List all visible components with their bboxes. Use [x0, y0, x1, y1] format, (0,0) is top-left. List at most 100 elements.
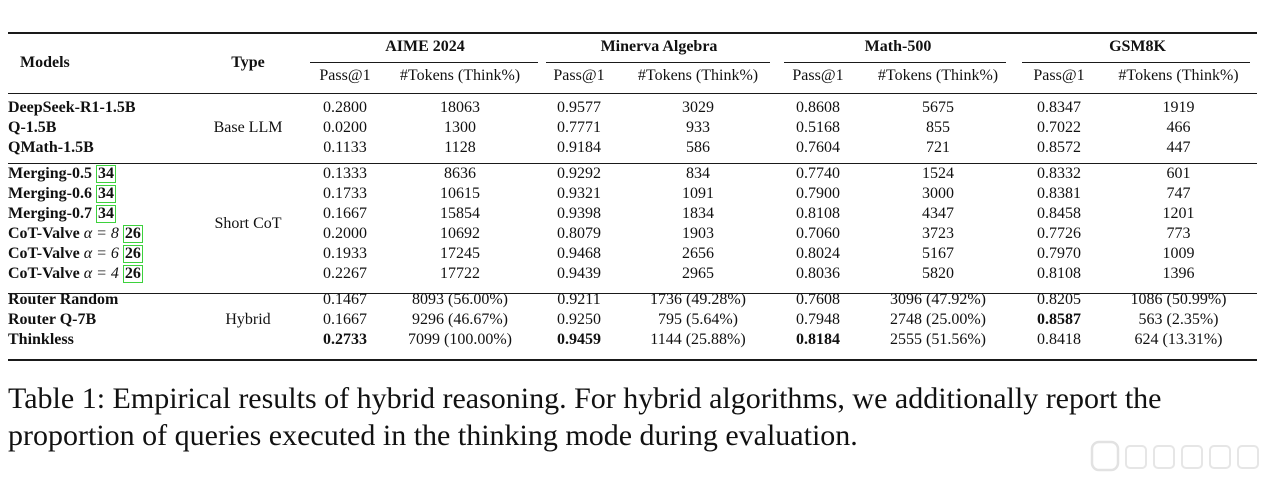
tokens-value: 721 — [926, 139, 950, 156]
tokens-value: 1009 — [1162, 245, 1195, 262]
pass-at-1-value: 0.7060 — [796, 225, 840, 242]
alpha-param: α = 8 — [83, 225, 119, 242]
tokens-value: 8636 — [444, 165, 476, 182]
model-name: QMath-1.5B — [8, 138, 186, 158]
table-row: CoT-Valve α = 6 26 0.1933 17245 0.9468 2656 0… — [8, 244, 1257, 264]
table-row: Router Q-7B 0.1667 9296 (46.67%) 0.9250 795 … — [8, 310, 1257, 330]
citation-link[interactable]: 26 — [122, 245, 143, 263]
subheader-pass: Pass@1 — [553, 67, 605, 84]
tokens-value: 2965 — [682, 265, 714, 282]
tokens-value: 1300 — [444, 119, 476, 136]
tokens-value: 5820 — [922, 265, 954, 282]
model-name: Router Random — [8, 290, 186, 310]
tokens-value: 601 — [1166, 165, 1191, 182]
tokens-value: 8093 (56.00%) — [412, 291, 508, 308]
table-row: QMath-1.5B 0.1133 1128 0.9184 586 0.7604 721 0.… — [8, 138, 1257, 158]
model-name: Merging-0.7 34 — [8, 204, 186, 224]
tokens-value: 1144 (25.88%) — [650, 331, 746, 348]
pass-at-1-value: 0.1333 — [323, 165, 367, 182]
tokens-value: 3723 — [922, 225, 954, 242]
tokens-value: 1396 — [1162, 265, 1195, 282]
pass-at-1-value: 0.2267 — [323, 265, 367, 282]
col-header-models: Models — [20, 54, 70, 71]
citation-link[interactable]: 34 — [95, 165, 116, 183]
tokens-value: 1128 — [444, 139, 476, 156]
pass-at-1-value: 0.8332 — [1037, 165, 1081, 182]
citation-link[interactable]: 34 — [95, 205, 116, 223]
pass-at-1-value: 0.8184 — [796, 331, 840, 348]
model-name: Thinkless — [8, 330, 186, 350]
tokens-value: 1091 — [682, 185, 714, 202]
model-type: Hybrid — [225, 311, 271, 328]
header-cmidrule-aime — [310, 62, 538, 63]
pass-at-1-value: 0.9459 — [557, 331, 601, 348]
table-row: Router Random Hybrid 0.1467 8093 (56.00%) 0.… — [8, 290, 1257, 328]
tokens-value: 834 — [686, 165, 710, 182]
tokens-value: 1201 — [1162, 205, 1195, 222]
tokens-value: 1903 — [682, 225, 714, 242]
table-row: CoT-Valve α = 8 26 0.2000 10692 0.8079 1903 0… — [8, 224, 1257, 244]
model-label: Q-1.5B — [8, 119, 57, 136]
tokens-value: 466 — [1166, 119, 1191, 136]
pass-at-1-value: 0.1133 — [323, 139, 367, 156]
model-label: QMath-1.5B — [8, 139, 94, 156]
table-row: Merging-0.6 34 0.1733 10615 0.9321 1091 0.790… — [8, 184, 1257, 204]
table-bottom-rule — [8, 359, 1257, 361]
tokens-value: 3000 — [922, 185, 954, 202]
pass-at-1-value: 0.8418 — [1037, 331, 1081, 348]
pass-at-1-value: 0.8108 — [1037, 265, 1081, 282]
pass-at-1-value: 0.7970 — [1037, 245, 1081, 262]
pass-at-1-value: 0.8572 — [1037, 139, 1081, 156]
citation-link[interactable]: 26 — [122, 265, 143, 283]
subheader-pass: Pass@1 — [319, 67, 371, 84]
benchmark-header: Math-500 — [864, 38, 932, 55]
pass-at-1-value: 0.0200 — [323, 119, 367, 136]
pass-at-1-value: 0.8381 — [1037, 185, 1081, 202]
tokens-value: 624 (13.31%) — [1134, 331, 1223, 348]
model-label: CoT-Valve — [8, 245, 80, 262]
pass-at-1-value: 0.8108 — [796, 205, 840, 222]
subheader-tokens: #Tokens (Think%) — [1118, 67, 1239, 84]
tokens-value: 773 — [1166, 225, 1191, 242]
pass-at-1-value: 0.8458 — [1037, 205, 1081, 222]
citation-link[interactable]: 34 — [95, 185, 116, 203]
tokens-value: 2555 (51.56%) — [890, 331, 986, 348]
pass-at-1-value: 0.7900 — [796, 185, 840, 202]
subheader-pass: Pass@1 — [792, 67, 844, 84]
pass-at-1-value: 0.7608 — [796, 291, 840, 308]
pass-at-1-value: 0.8079 — [557, 225, 601, 242]
tokens-value: 1834 — [682, 205, 714, 222]
pass-at-1-value: 0.1467 — [323, 291, 367, 308]
tokens-value: 9296 (46.67%) — [412, 311, 508, 328]
citation-link[interactable]: 26 — [122, 225, 143, 243]
tokens-value: 933 — [686, 119, 710, 136]
table-row: Merging-0.5 34 Short CoT 0.1333 8636 0.9292 8… — [8, 164, 1257, 232]
header-cmidrule-gsm8k — [1022, 62, 1250, 63]
pass-at-1-value: 0.9250 — [557, 311, 601, 328]
subheader-tokens: #Tokens (Think%) — [399, 67, 521, 84]
model-name: Q-1.5B — [8, 118, 186, 138]
group-divider-1 — [8, 163, 1257, 164]
tokens-value: 4347 — [922, 205, 954, 222]
model-type: Short CoT — [214, 215, 282, 232]
model-label: Merging-0.7 — [8, 205, 92, 222]
tokens-value: 15854 — [440, 205, 480, 222]
header-bottom-rule — [8, 93, 1257, 94]
model-label: Thinkless — [8, 331, 74, 348]
pass-at-1-value: 0.7604 — [796, 139, 840, 156]
results-table: Models Type AIME 2024 Minerva Algebra Ma… — [8, 34, 1257, 350]
tokens-value: 7099 (100.00%) — [408, 331, 512, 348]
pass-at-1-value: 0.9211 — [557, 291, 601, 308]
platform-watermark-logo — [1090, 440, 1259, 472]
model-label: Merging-0.6 — [8, 185, 92, 202]
pass-at-1-value: 0.7740 — [796, 165, 840, 182]
tokens-value: 447 — [1166, 139, 1191, 156]
pass-at-1-value: 0.7022 — [1037, 119, 1081, 136]
pass-at-1-value: 0.8036 — [796, 265, 840, 282]
pass-at-1-value: 0.2800 — [323, 99, 367, 116]
pass-at-1-value: 0.9184 — [557, 139, 601, 156]
pass-at-1-value: 0.9292 — [557, 165, 601, 182]
tokens-value: 747 — [1166, 185, 1191, 202]
tokens-value: 855 — [926, 119, 950, 136]
model-label: CoT-Valve — [8, 265, 80, 282]
